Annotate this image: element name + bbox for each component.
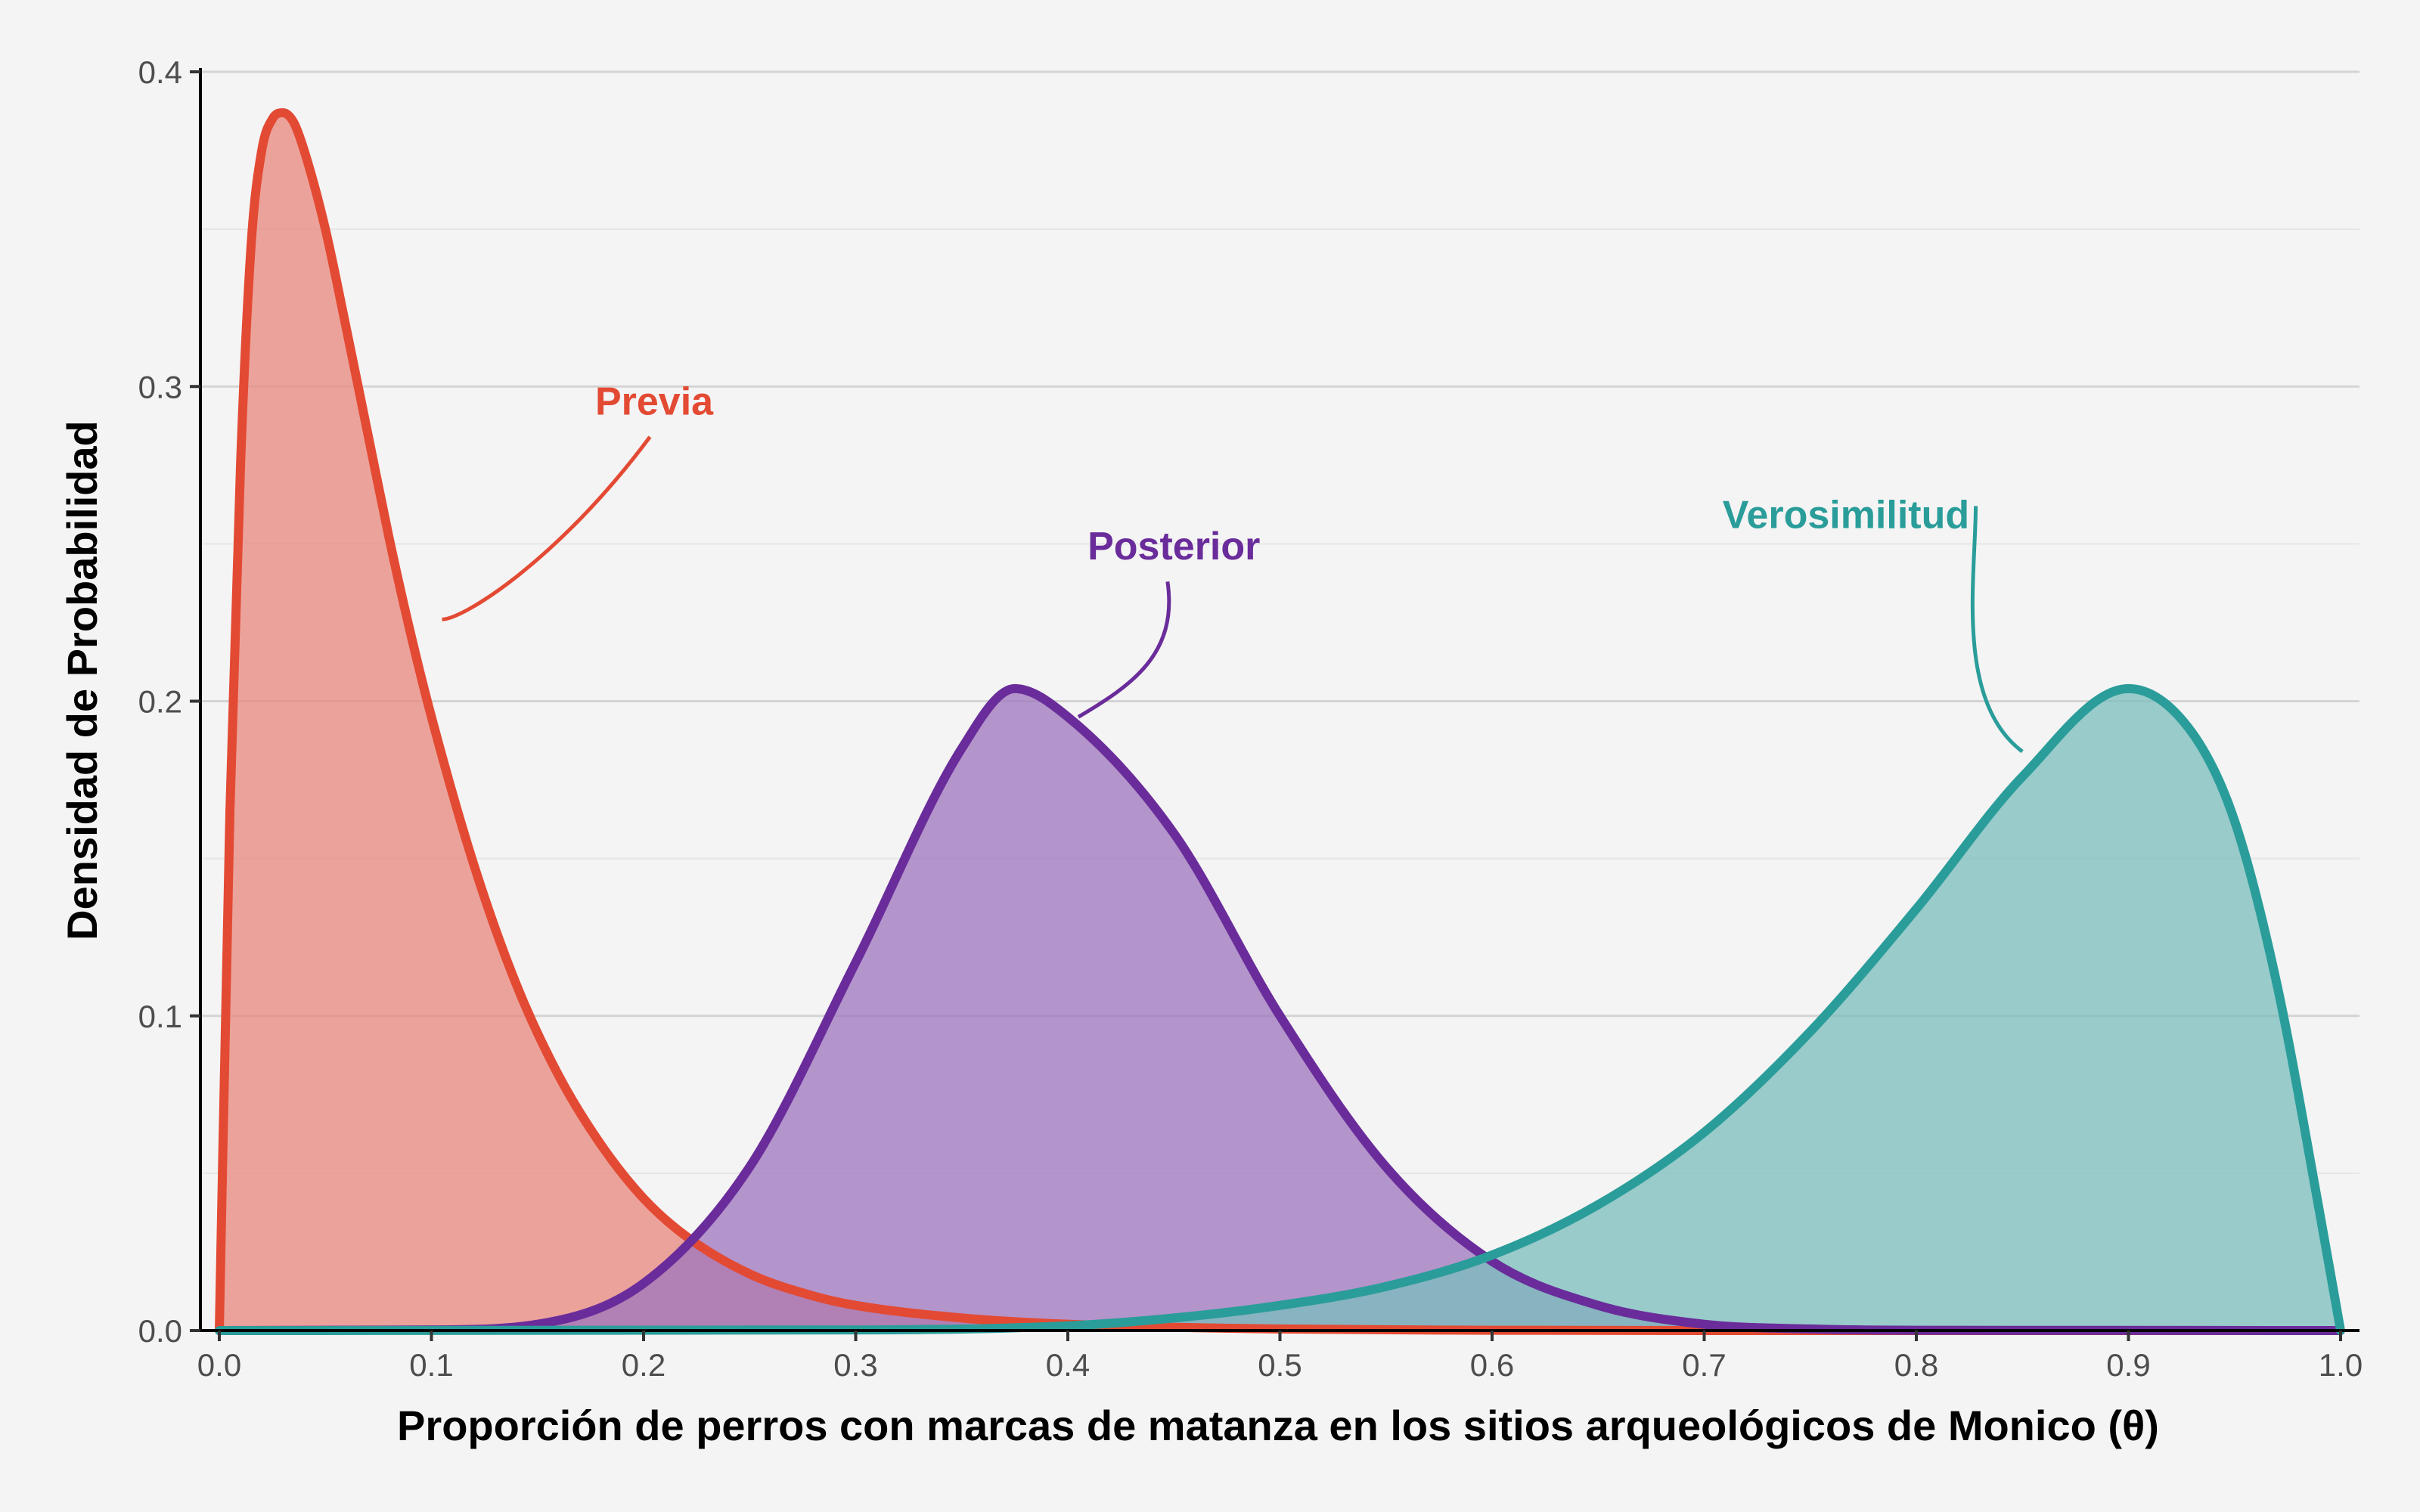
line-verosimilitud xyxy=(215,683,2345,1335)
y-axis-ticks: 0.0 0.1 0.2 0.3 0.4 xyxy=(138,54,200,1349)
x-tick-label: 0.3 xyxy=(833,1347,877,1383)
area-verosimilitud xyxy=(219,688,2341,1331)
y-tick-label: 0.1 xyxy=(138,999,182,1034)
x-axis-title: Proporción de perros con marcas de matan… xyxy=(397,1402,2159,1449)
x-tick-label: 0.7 xyxy=(1682,1347,1726,1383)
x-tick-label: 0.8 xyxy=(1894,1347,1938,1383)
x-tick-label: 1.0 xyxy=(2319,1347,2363,1383)
x-tick-label: 0.2 xyxy=(622,1347,666,1383)
label-leaders xyxy=(442,435,2024,754)
x-tick-label: 0.5 xyxy=(1258,1347,1302,1383)
x-tick-label: 0.9 xyxy=(2106,1347,2150,1383)
x-tick-label: 0.4 xyxy=(1046,1347,1090,1383)
x-axis-ticks: 0.0 0.1 0.2 0.3 0.4 0.5 0.6 0.7 0.8 0.9 1.0 xyxy=(197,1331,2363,1383)
label-previa: Previa xyxy=(595,380,714,424)
label-verosimilitud: Verosimilitud xyxy=(1723,494,1970,538)
y-tick-label: 0.0 xyxy=(138,1313,182,1349)
y-tick-label: 0.2 xyxy=(138,684,182,720)
leader-posterior xyxy=(1077,581,1171,719)
line-previa xyxy=(215,108,2345,1336)
y-axis-title: Densidad de Probabilidad xyxy=(58,420,106,940)
density-lines xyxy=(215,108,2345,1336)
leader-verosimilitud xyxy=(1970,506,2024,754)
y-tick-label: 0.3 xyxy=(138,369,182,404)
label-posterior: Posterior xyxy=(1087,525,1260,569)
area-previa xyxy=(219,113,2341,1331)
line-posterior xyxy=(215,683,2345,1335)
x-tick-label: 0.6 xyxy=(1470,1347,1514,1383)
x-tick-label: 0.0 xyxy=(197,1347,241,1383)
y-tick-label: 0.4 xyxy=(138,54,182,90)
x-tick-label: 0.1 xyxy=(409,1347,453,1383)
series-labels: Previa Posterior Verosimilitud xyxy=(595,380,1969,569)
leader-previa xyxy=(442,435,652,621)
